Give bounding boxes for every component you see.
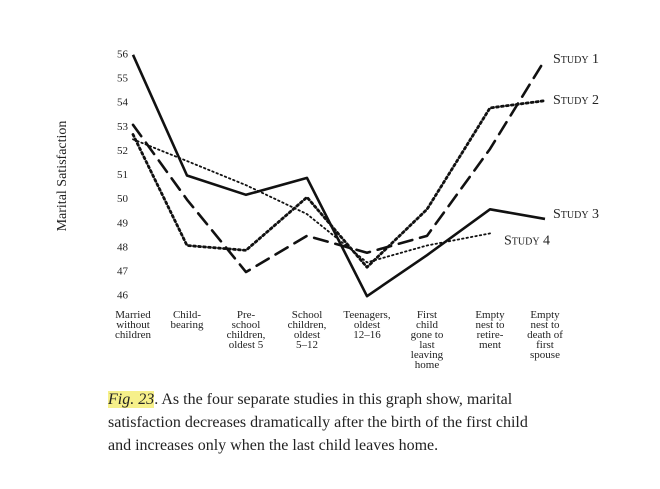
x-tick-label: home	[415, 359, 440, 371]
x-tick-label: Empty	[530, 309, 560, 321]
x-tick-label: children,	[288, 319, 327, 331]
x-tick-label: bearing	[171, 319, 204, 331]
x-tick-label: oldest 5	[229, 339, 264, 351]
x-tick-label: oldest	[354, 319, 380, 331]
x-tick-label: Child-	[173, 309, 201, 321]
x-tick-label: nest to	[530, 319, 560, 331]
series-line	[131, 58, 547, 274]
x-tick-label: 5–12	[296, 339, 318, 351]
x-tick-label: Teenagers,	[343, 309, 390, 321]
caption-text: . As the four separate studies in this g…	[108, 391, 528, 454]
y-tick-label: 51	[117, 169, 128, 181]
y-tick-label: 56	[117, 48, 129, 60]
legend-label: Study 4	[504, 234, 550, 249]
y-tick-label: 53	[117, 121, 129, 133]
x-tick-label: first	[536, 339, 554, 351]
legend-label: Study 1	[553, 52, 599, 67]
x-tick-label: child	[416, 319, 438, 331]
x-tick-label: School	[292, 309, 323, 321]
y-tick-label: 54	[117, 97, 129, 109]
x-tick-label: last	[419, 339, 434, 351]
x-tick-label: gone to	[411, 329, 444, 341]
series-line	[132, 138, 491, 264]
x-tick-label: retire-	[477, 329, 504, 341]
y-tick-label: 46	[117, 290, 129, 302]
y-tick-label: 50	[117, 193, 129, 205]
x-tick-label: death of	[527, 329, 563, 341]
caption: Fig. 23. As the four separate studies in…	[108, 388, 548, 457]
legend-label: Study 2	[553, 93, 599, 108]
y-tick-label: 47	[117, 266, 129, 278]
y-tick-label: 49	[117, 217, 129, 229]
x-tick-label: 12–16	[353, 329, 381, 341]
x-tick-label: oldest	[294, 329, 320, 341]
series-line	[131, 54, 546, 298]
x-tick-label: ment	[479, 339, 501, 351]
x-tick-label: children	[115, 329, 152, 341]
caption-label: Fig. 23	[108, 391, 155, 408]
x-tick-label: Empty	[475, 309, 505, 321]
y-axis-label: Marital Satisfaction	[55, 121, 70, 232]
x-tick-label: First	[417, 309, 437, 321]
legend-label: Study 3	[553, 207, 599, 222]
x-tick-label: Pre-	[237, 309, 256, 321]
y-tick-label: 52	[117, 145, 128, 157]
x-tick-label: spouse	[530, 349, 560, 361]
x-tick-label: children,	[227, 329, 266, 341]
x-tick-label: Married	[115, 309, 151, 321]
x-tick-label: school	[232, 319, 261, 331]
y-tick-label: 48	[117, 241, 129, 253]
y-tick-label: 55	[117, 72, 129, 84]
x-tick-label: without	[116, 319, 150, 331]
series-line	[131, 99, 547, 269]
x-tick-label: nest to	[475, 319, 505, 331]
x-tick-label: leaving	[411, 349, 444, 361]
